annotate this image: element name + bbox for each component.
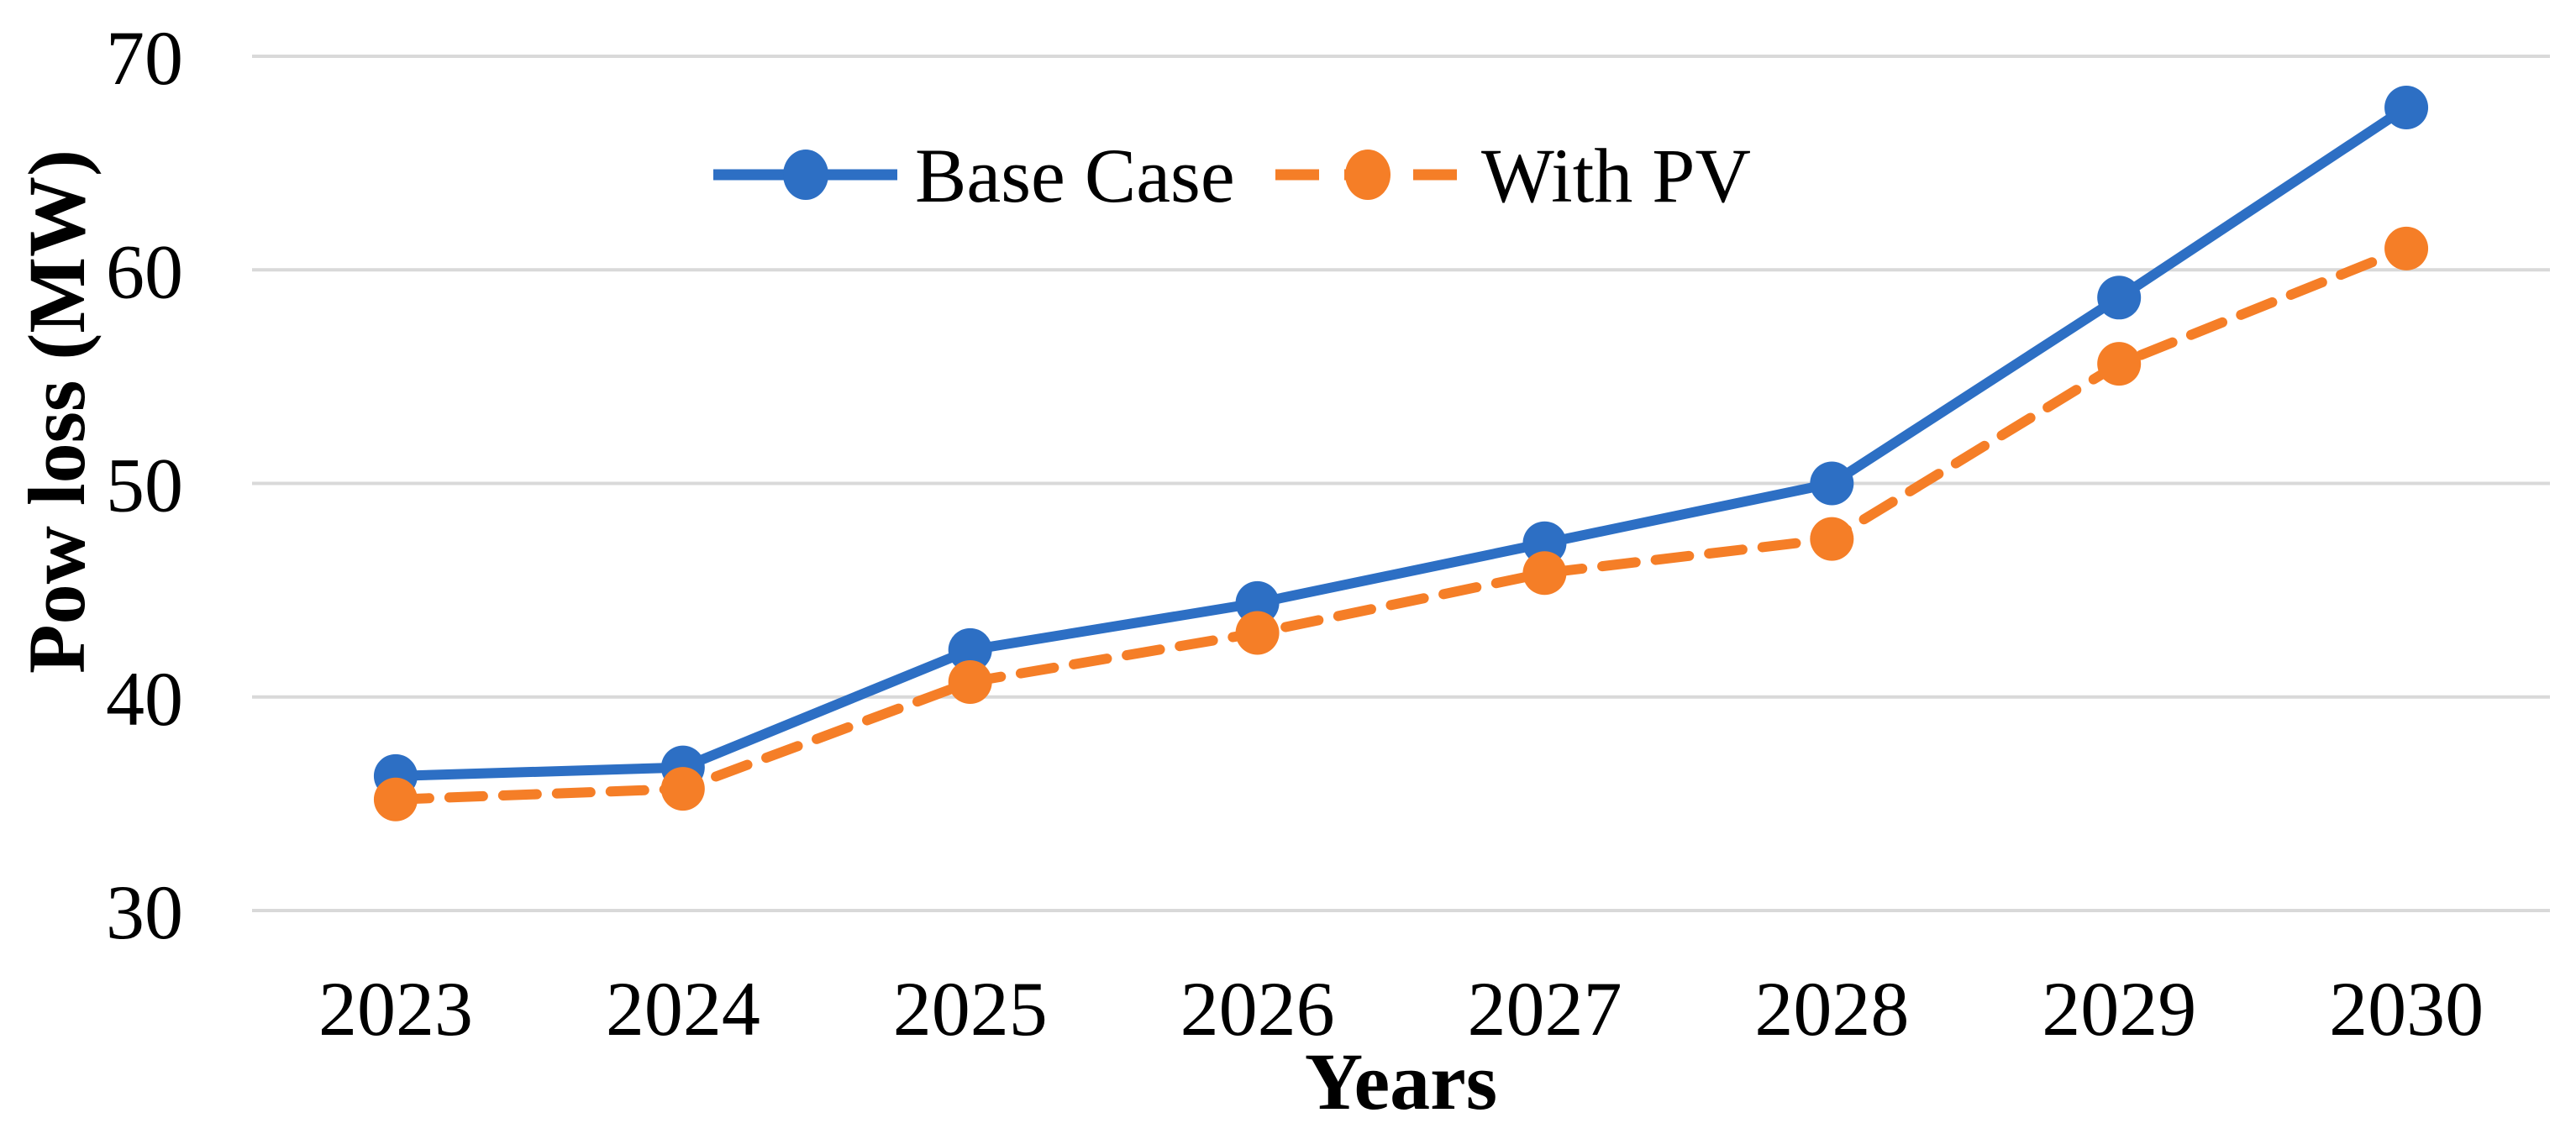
series-line-1 <box>390 102 2412 781</box>
axis-titles: Years Pow loss (MW) <box>12 150 1497 1126</box>
legend-label: Base Case <box>915 133 1235 218</box>
gridlines <box>252 55 2550 912</box>
data-series <box>373 86 2429 821</box>
y-axis-ticks: 70 60 50 40 30 <box>106 15 183 955</box>
x-tick-label: 2024 <box>606 966 760 1052</box>
x-tick-label: 2023 <box>318 966 473 1052</box>
data-point-marker <box>1522 551 1567 596</box>
data-point-marker <box>2384 86 2429 130</box>
data-point-marker <box>1522 521 1567 565</box>
y-tick-label: 30 <box>106 869 183 955</box>
data-point-marker <box>2097 276 2142 320</box>
data-point-marker <box>2384 226 2429 270</box>
y-tick-label: 40 <box>106 656 183 742</box>
data-point-marker <box>1810 517 1854 561</box>
y-tick-label: 60 <box>106 228 183 314</box>
x-axis-ticks: 2023 2024 2025 2026 2027 2028 2029 2030 <box>318 966 2484 1052</box>
data-point-marker <box>1810 461 1854 506</box>
data-point-marker <box>948 659 992 704</box>
legend-marker <box>783 150 828 200</box>
data-point-marker <box>660 767 705 811</box>
x-tick-label: 2028 <box>1754 966 1909 1052</box>
legend-label: With PV <box>1481 133 1751 218</box>
x-tick-label: 2030 <box>2329 966 2484 1052</box>
legend-marker <box>1345 150 1391 200</box>
data-point-marker <box>948 627 992 672</box>
x-tick-label: 2026 <box>1180 966 1335 1052</box>
data-point-marker <box>1235 611 1280 655</box>
series-base-case <box>373 86 2429 798</box>
x-tick-label: 2027 <box>1467 966 1622 1052</box>
data-point-marker <box>2097 342 2142 386</box>
legend: Base Case With PV <box>713 133 1751 218</box>
series-line-2 <box>390 243 2412 805</box>
x-axis-title: Years <box>1305 1037 1497 1126</box>
y-axis-title: Pow loss (MW) <box>12 150 102 674</box>
data-point-marker <box>1235 580 1280 625</box>
legend-item-with-pv: With PV <box>1275 133 1751 218</box>
x-tick-label: 2029 <box>2042 966 2196 1052</box>
series-with-pv <box>373 226 2429 821</box>
y-tick-label: 70 <box>106 15 183 101</box>
data-point-marker <box>373 777 418 821</box>
y-tick-label: 50 <box>106 443 183 528</box>
x-tick-label: 2025 <box>893 966 1048 1052</box>
legend-item-base-case: Base Case <box>713 133 1235 218</box>
